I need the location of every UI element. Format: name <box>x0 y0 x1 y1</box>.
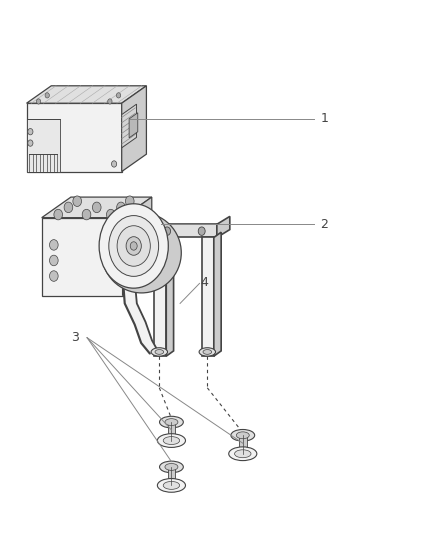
Ellipse shape <box>165 464 178 470</box>
Ellipse shape <box>163 481 180 489</box>
Ellipse shape <box>157 434 185 447</box>
Circle shape <box>144 212 151 220</box>
Polygon shape <box>129 113 138 138</box>
Polygon shape <box>150 224 217 238</box>
Polygon shape <box>123 197 152 295</box>
Polygon shape <box>42 217 123 295</box>
Text: 2: 2 <box>321 218 328 231</box>
Polygon shape <box>42 197 152 217</box>
Ellipse shape <box>157 479 185 492</box>
Ellipse shape <box>236 432 249 439</box>
Polygon shape <box>214 232 221 356</box>
Circle shape <box>49 255 58 266</box>
Circle shape <box>117 225 150 266</box>
Circle shape <box>99 204 168 288</box>
Circle shape <box>106 209 115 220</box>
Circle shape <box>108 99 112 104</box>
Polygon shape <box>154 238 166 356</box>
Ellipse shape <box>199 348 215 356</box>
Circle shape <box>112 161 117 167</box>
Ellipse shape <box>102 213 181 293</box>
Circle shape <box>28 128 33 135</box>
Ellipse shape <box>203 350 212 354</box>
Circle shape <box>117 93 121 98</box>
Circle shape <box>198 227 205 236</box>
Circle shape <box>28 140 33 146</box>
Circle shape <box>125 196 134 206</box>
Circle shape <box>54 209 63 220</box>
Polygon shape <box>239 435 247 449</box>
Circle shape <box>92 202 101 213</box>
Ellipse shape <box>235 450 251 458</box>
Circle shape <box>109 215 159 276</box>
Circle shape <box>82 209 91 220</box>
Circle shape <box>49 271 58 281</box>
Polygon shape <box>168 422 175 437</box>
Polygon shape <box>202 238 214 356</box>
Circle shape <box>117 202 125 213</box>
Polygon shape <box>217 216 230 238</box>
Circle shape <box>45 93 49 98</box>
Text: 1: 1 <box>321 112 328 125</box>
Ellipse shape <box>165 418 178 425</box>
Ellipse shape <box>231 430 254 441</box>
Polygon shape <box>122 104 137 148</box>
Polygon shape <box>27 119 60 172</box>
Circle shape <box>164 227 170 236</box>
Polygon shape <box>27 86 146 103</box>
Polygon shape <box>122 86 146 172</box>
Polygon shape <box>123 238 159 353</box>
Text: 4: 4 <box>201 276 209 289</box>
Ellipse shape <box>229 447 257 461</box>
Circle shape <box>73 196 81 206</box>
Circle shape <box>130 242 137 250</box>
Circle shape <box>36 99 41 104</box>
Ellipse shape <box>163 437 180 445</box>
Ellipse shape <box>159 461 184 473</box>
Circle shape <box>64 202 73 213</box>
Ellipse shape <box>159 416 184 428</box>
Polygon shape <box>27 103 122 172</box>
Polygon shape <box>168 467 175 481</box>
Text: 3: 3 <box>71 331 79 344</box>
Circle shape <box>49 240 58 250</box>
Ellipse shape <box>155 350 164 354</box>
Polygon shape <box>166 232 173 356</box>
Circle shape <box>126 237 141 255</box>
Ellipse shape <box>151 348 168 356</box>
